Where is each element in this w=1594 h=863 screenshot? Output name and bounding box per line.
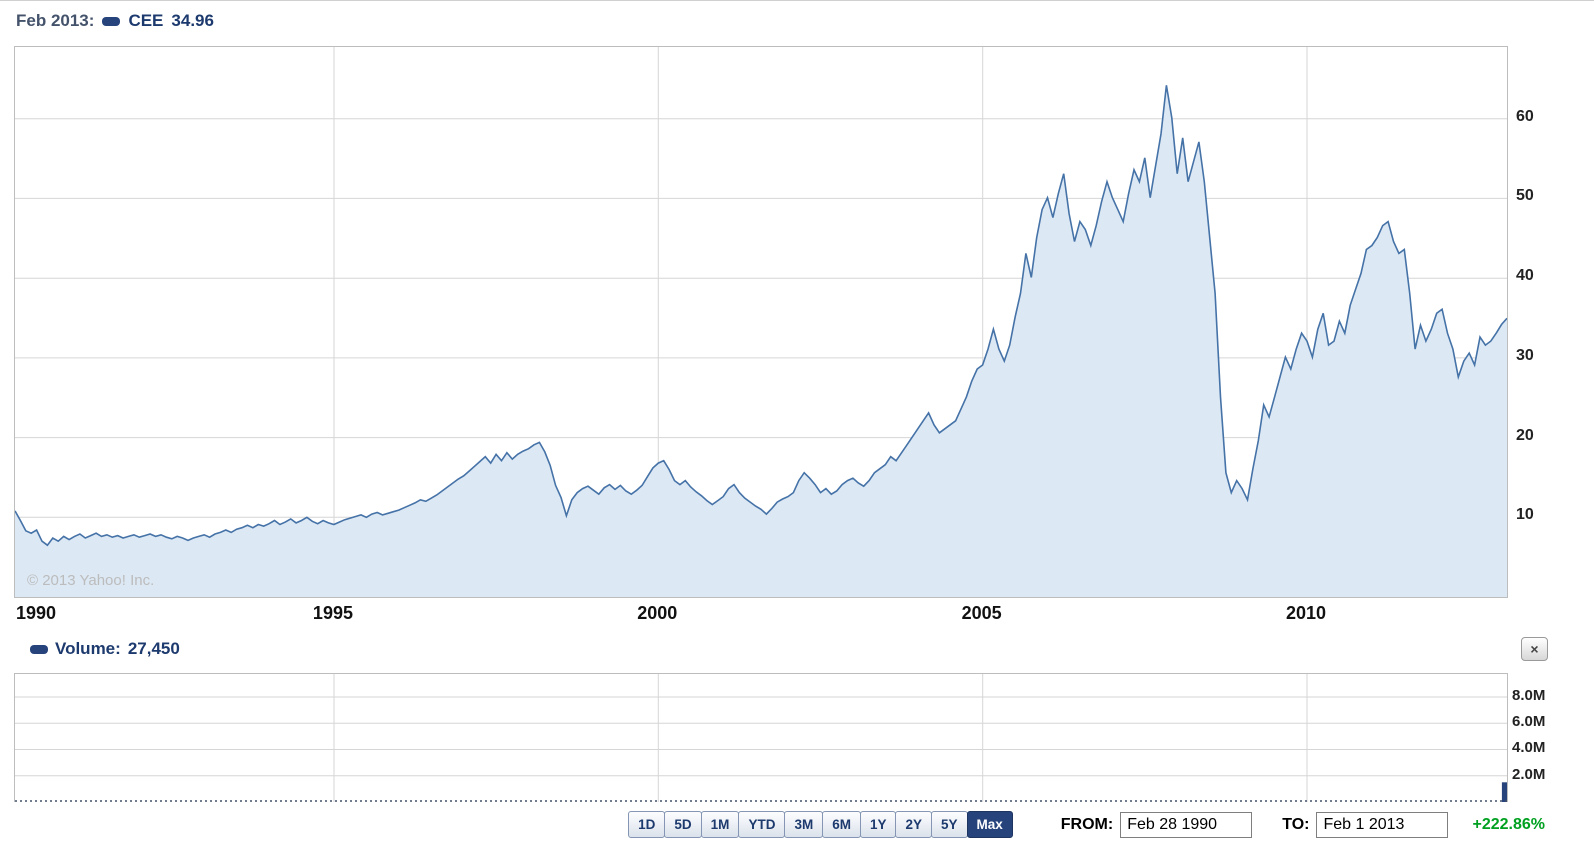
volume-legend-label: Volume:	[55, 639, 121, 658]
price-legend: Feb 2013: CEE 34.96	[16, 10, 214, 32]
price-x-tick-label: 2005	[961, 603, 1002, 623]
volume-chart-pane[interactable]	[14, 673, 1508, 802]
range-button-5y[interactable]: 5Y	[931, 811, 968, 838]
range-button-6m[interactable]: 6M	[822, 811, 861, 838]
volume-y-tick-label: 8.0M	[1512, 686, 1546, 704]
from-date-input[interactable]	[1120, 811, 1253, 838]
close-icon: ×	[1530, 641, 1539, 657]
volume-y-tick-label: 2.0M	[1512, 765, 1546, 783]
volume-y-tick-label: 6.0M	[1512, 713, 1546, 731]
volume-chart-svg[interactable]	[15, 674, 1507, 802]
price-x-tick-label: 1995	[312, 603, 353, 623]
range-button-3m[interactable]: 3M	[784, 811, 824, 838]
range-button-1d[interactable]: 1D	[628, 811, 666, 838]
price-legend-symbol: CEE	[128, 11, 164, 30]
range-button-max[interactable]: Max	[966, 811, 1013, 838]
price-x-tick-label: 2000	[637, 603, 678, 623]
price-y-tick-label: 60	[1516, 107, 1534, 125]
volume-series-swatch-icon	[30, 644, 48, 654]
from-label: FROM:	[1060, 815, 1114, 833]
price-chart-pane[interactable]: © 2013 Yahoo! Inc.	[14, 46, 1508, 598]
copyright-watermark: © 2013 Yahoo! Inc.	[27, 572, 155, 589]
price-y-tick-label: 30	[1516, 346, 1534, 364]
price-y-tick-label: 50	[1516, 187, 1534, 205]
price-legend-value: 34.96	[171, 11, 214, 30]
price-y-tick-label: 10	[1516, 506, 1534, 524]
price-series-swatch-icon	[102, 16, 121, 26]
range-button-group: 1D 5D 1M YTD 3M 6M 1Y 2Y 5Y Max	[628, 811, 1013, 838]
range-button-1y[interactable]: 1Y	[859, 811, 897, 838]
range-button-2y[interactable]: 2Y	[895, 811, 932, 838]
price-legend-date: Feb 2013:	[16, 11, 95, 30]
price-x-tick-label: 2010	[1285, 603, 1327, 623]
price-y-tick-label: 20	[1516, 426, 1534, 444]
range-button-ytd[interactable]: YTD	[738, 811, 786, 838]
price-chart-svg[interactable]	[15, 47, 1507, 597]
to-date-input[interactable]	[1316, 811, 1449, 838]
price-y-tick-label: 40	[1516, 267, 1534, 285]
to-label: TO:	[1282, 815, 1310, 833]
volume-y-tick-label: 4.0M	[1512, 739, 1546, 757]
volume-close-button[interactable]: ×	[1521, 637, 1548, 661]
price-x-tick-label: 1990	[16, 603, 57, 623]
volume-legend: Volume: 27,450	[30, 638, 180, 660]
volume-legend-value: 27,450	[127, 639, 180, 658]
range-button-1m[interactable]: 1M	[700, 811, 740, 838]
range-button-5d[interactable]: 5D	[664, 811, 702, 838]
change-percent-badge: +222.86%	[1472, 815, 1545, 833]
